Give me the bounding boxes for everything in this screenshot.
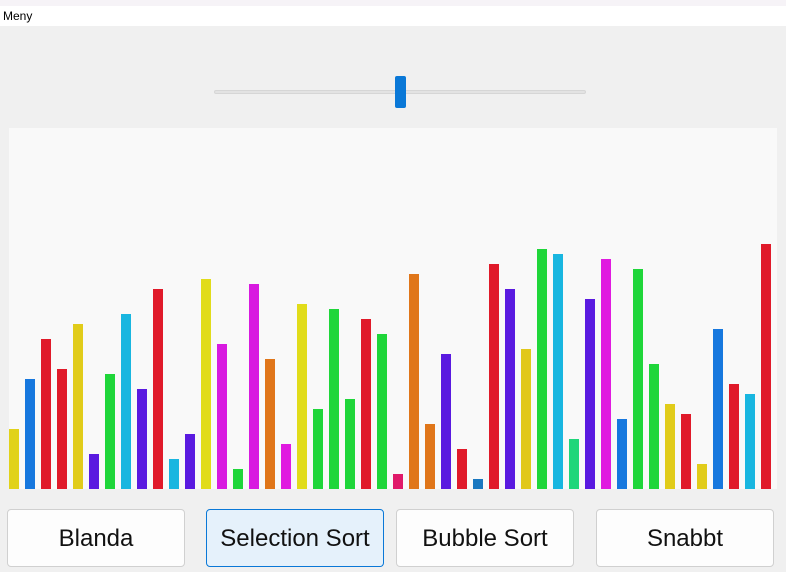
bar (617, 419, 627, 489)
bar (697, 464, 707, 489)
title-strip (0, 0, 786, 6)
bar (649, 364, 659, 489)
bar-visualization (9, 128, 777, 489)
bar (57, 369, 67, 489)
bar (41, 339, 51, 489)
bar (281, 444, 291, 489)
bar (137, 389, 147, 489)
bar (505, 289, 515, 489)
bar (185, 434, 195, 489)
bar (633, 269, 643, 489)
bar (105, 374, 115, 489)
bar (729, 384, 739, 489)
bar (313, 409, 323, 489)
bar (441, 354, 451, 489)
bar (409, 274, 419, 489)
quick-button[interactable]: Snabbt (596, 509, 774, 567)
bar (89, 454, 99, 489)
bar (153, 289, 163, 489)
slider-thumb[interactable] (394, 76, 406, 108)
bar (761, 244, 771, 489)
bar (473, 479, 483, 489)
bar (249, 284, 259, 489)
bar (681, 414, 691, 489)
bar (457, 449, 467, 489)
bar (425, 424, 435, 489)
bar (585, 299, 595, 489)
bar (377, 334, 387, 489)
bar (393, 474, 403, 489)
speed-slider[interactable] (214, 76, 586, 108)
bar (489, 264, 499, 489)
shuffle-button[interactable]: Blanda (7, 509, 185, 567)
bar (345, 399, 355, 489)
bar (713, 329, 723, 489)
bar (201, 279, 211, 489)
bubble-sort-button[interactable]: Bubble Sort (396, 509, 574, 567)
bar (569, 439, 579, 489)
bar (73, 324, 83, 489)
menu-bar: Meny (0, 6, 786, 26)
bar (601, 259, 611, 489)
selection-sort-button[interactable]: Selection Sort (206, 509, 384, 567)
bar (521, 349, 531, 489)
bar (745, 394, 755, 489)
bar (9, 429, 19, 489)
bar (553, 254, 563, 489)
bar (233, 469, 243, 489)
bar (329, 309, 339, 489)
bar (169, 459, 179, 489)
bar (537, 249, 547, 489)
bar (265, 359, 275, 489)
menu-item-meny[interactable]: Meny (3, 9, 33, 23)
bar (361, 319, 371, 489)
bar (665, 404, 675, 489)
bar (121, 314, 131, 489)
bar (217, 344, 227, 489)
bar (25, 379, 35, 489)
bar (297, 304, 307, 489)
